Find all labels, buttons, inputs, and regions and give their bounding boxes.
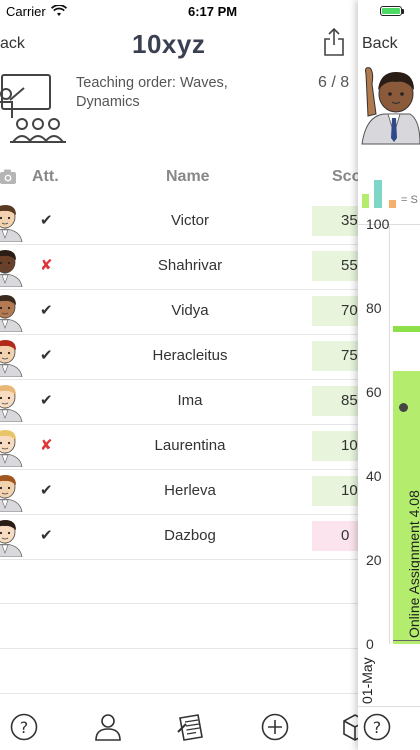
student-row[interactable]: ✔ Vidya 70 [0,289,358,335]
date-label: 01-May [359,657,375,704]
y-axis-tick-label: 100 [366,216,390,232]
student-row[interactable]: ✔ Herleva 100 [0,469,358,515]
student-score: 35 [341,212,358,229]
student-name: Shahrivar [157,257,223,274]
carrier-label: Carrier [6,4,46,19]
attendance-present-icon[interactable]: ✔ [40,347,53,364]
lesson-progress-count: 6 / 8 [318,74,350,91]
student-name: Ima [177,392,203,409]
student-name: Victor [170,212,210,229]
toolbar-divider [358,706,420,707]
student-name: Heracleitus [152,347,228,364]
person-icon[interactable] [93,712,123,742]
svg-text:?: ? [20,718,29,737]
chart-top-line [358,224,420,225]
row-divider [0,648,358,649]
student-score-cell[interactable]: 85 [312,386,358,416]
class-panel: Carrier 6:17 PM ack 10xyz Teaching order… [0,4,358,742]
student-score: 70 [341,302,358,319]
chart-side-panel: Back = S 100 80 60 40 20 0 Online Assignment … [358,0,420,750]
legend-icon [362,180,396,208]
student-row[interactable]: ✘ Laurentina 100 [0,424,358,470]
student-row[interactable]: ✘ Shahrivar 55 [0,244,358,290]
attendance-absent-icon[interactable]: ✘ [40,257,53,274]
col-header-name[interactable]: Name [166,168,210,185]
col-header-score[interactable]: Sco [332,168,358,185]
wifi-icon [51,5,67,16]
student-score-cell[interactable]: 75 [312,341,358,371]
add-icon[interactable] [260,712,290,742]
assignment-bar[interactable] [393,371,420,644]
student-name: Laurentina [154,437,226,454]
teaching-order-line1: Teaching order: Waves, [76,75,228,91]
student-score: 75 [341,347,358,364]
student-avatar [0,250,23,287]
y-axis-tick-label: 60 [366,384,382,400]
y-axis-tick-label: 0 [366,636,374,652]
attendance-absent-icon[interactable]: ✘ [40,437,53,454]
battery-nub [402,9,404,14]
student-avatar [0,475,23,512]
camera-icon[interactable] [0,168,18,186]
teacher-avatar [361,67,420,145]
teacher-board-icon [0,74,66,143]
student-avatar [0,385,23,422]
student-score-cell[interactable]: 100 [312,431,358,461]
y-axis-line [389,226,390,644]
student-score: 100 [341,437,358,454]
student-score-cell[interactable]: 100 [312,476,358,506]
student-name: Herleva [164,482,216,499]
right-help-icon[interactable]: ? [362,712,392,742]
col-header-attendance[interactable]: Att. [32,168,59,185]
share-icon[interactable] [322,27,346,57]
y-axis-tick-label: 20 [366,552,382,568]
legend-text: = S [401,194,418,206]
average-line [393,326,420,332]
student-score-cell[interactable]: 70 [312,296,358,326]
student-avatar [0,430,23,467]
student-score: 100 [341,482,358,499]
row-divider [0,603,358,604]
page-title: 10xyz [132,29,206,59]
student-row[interactable]: ✔ Ima 85 [0,379,358,425]
svg-text:?: ? [373,718,382,737]
student-score-cell[interactable]: 35 [312,206,358,236]
teaching-order-line2: Dynamics [76,94,140,110]
student-name: Dazbog [164,527,216,544]
attendance-present-icon[interactable]: ✔ [40,482,53,499]
attendance-present-icon[interactable]: ✔ [40,212,53,229]
student-score-cell[interactable]: 0 [312,521,358,551]
student-score: 55 [341,257,358,274]
right-back-button[interactable]: Back [362,35,398,52]
student-score: 85 [341,392,358,409]
back-button[interactable]: ack [0,35,25,52]
assignment-label: Online Assignment 4.08 [406,490,420,638]
help-icon[interactable]: ? [9,712,39,742]
student-score-cell[interactable]: 55 [312,251,358,281]
teaching-order: Teaching order: Waves, Dynamics [76,74,228,112]
attendance-present-icon[interactable]: ✔ [40,302,53,319]
attendance-present-icon[interactable]: ✔ [40,392,53,409]
y-axis-tick-label: 80 [366,300,382,316]
student-avatar [0,340,23,377]
student-avatar [0,295,23,332]
student-row[interactable]: ✔ Heracleitus 75 [0,334,358,380]
student-avatar [0,520,23,557]
student-row[interactable]: ✔ Victor 35 [0,199,358,245]
cube-icon[interactable] [340,712,358,742]
notes-icon[interactable] [176,712,206,742]
student-avatar [0,205,23,242]
attendance-present-icon[interactable]: ✔ [40,527,53,544]
student-name: Vidya [171,302,209,319]
student-score: 0 [341,527,350,544]
score-point[interactable] [399,403,408,412]
battery-icon [380,6,402,16]
clock-label: 6:17 PM [188,4,238,19]
x-axis-line [393,640,420,641]
y-axis-tick-label: 40 [366,468,382,484]
student-row[interactable]: ✔ Dazbog 0 [0,514,358,560]
row-divider [0,693,358,694]
